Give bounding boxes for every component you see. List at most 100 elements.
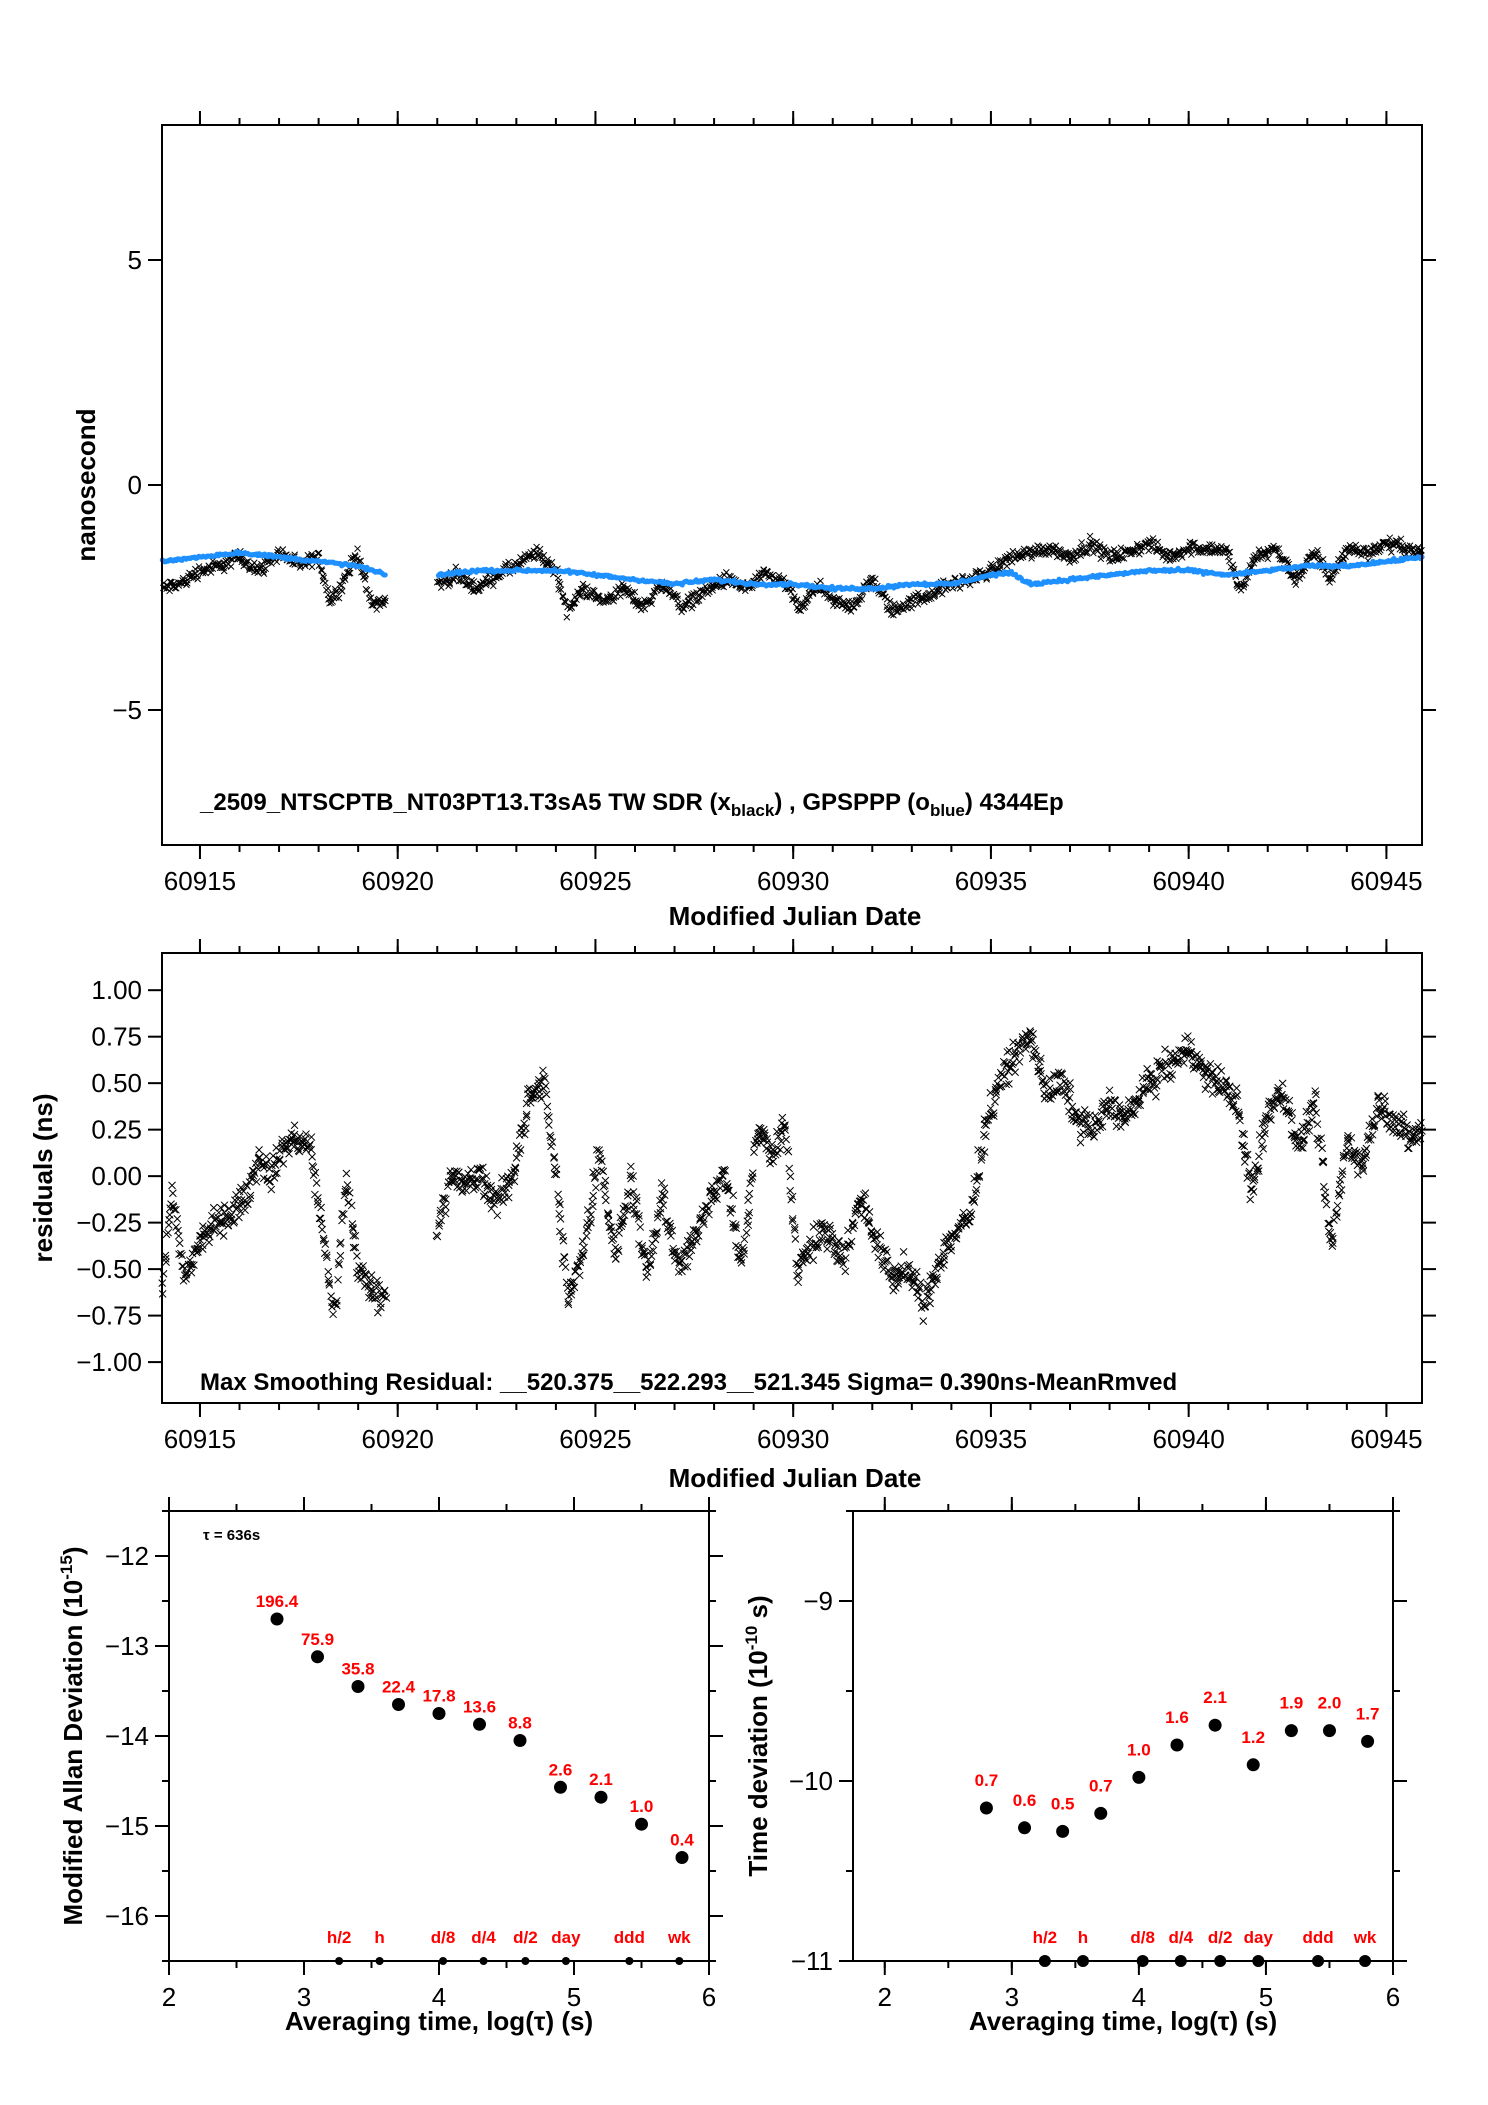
residual-point	[841, 1267, 850, 1276]
deviation-point	[1132, 1770, 1146, 1784]
tw-sdr-point	[365, 595, 373, 602]
residual-point	[891, 1284, 900, 1292]
tw-sdr-point	[279, 546, 287, 553]
tw-sdr-point	[1226, 548, 1234, 556]
residual-point	[1105, 1086, 1114, 1095]
residual-point	[467, 1165, 475, 1174]
residual-point	[729, 1219, 737, 1228]
residual-point	[206, 1232, 214, 1241]
tw-sdr-point	[1229, 561, 1237, 569]
residual-point	[788, 1214, 797, 1223]
residual-point	[1152, 1092, 1160, 1101]
tw-sdr-point	[333, 587, 341, 595]
residual-point	[580, 1243, 588, 1252]
caption-sub-blue: blue	[930, 801, 965, 820]
residual-point	[623, 1202, 631, 1211]
mdev-panel: 196.475.9 35.8 22.4 17.8 13.6 8.8 2.6 2.1 1.0 0.4…	[57, 1497, 723, 2036]
residual-point	[327, 1292, 335, 1300]
tdev-panel: 0.7 0.6 0.5 0.7 1.0 1.6 2.1 1.2 1.9 2.0 1.7 h/2 h d/8…	[742, 1497, 1407, 2036]
residual-point	[174, 1232, 183, 1240]
residual-point	[825, 1221, 834, 1230]
tw-sdr-point	[1240, 580, 1248, 588]
residual-point	[809, 1256, 818, 1265]
interval-marker-label: d/2	[1208, 1928, 1233, 1947]
residual-point	[1287, 1116, 1296, 1125]
x-axis-title: Modified Julian Date	[669, 1463, 922, 1493]
residual-point	[744, 1211, 753, 1220]
residual-point	[847, 1237, 856, 1246]
residual-point	[207, 1211, 216, 1220]
tw-sdr-point	[641, 605, 649, 613]
tw-sdr-point	[788, 596, 796, 604]
residual-point	[273, 1169, 281, 1177]
x-axis-title: Averaging time, log(τ) (s)	[285, 2006, 593, 2036]
residual-point	[634, 1214, 643, 1223]
residual-point	[1325, 1219, 1334, 1228]
tw-sdr-point	[1351, 548, 1359, 556]
residual-point	[638, 1241, 647, 1250]
residual-point	[178, 1251, 186, 1260]
residual-point	[321, 1240, 330, 1248]
tw-sdr-point	[620, 582, 627, 590]
residual-point	[262, 1158, 270, 1167]
residual-point	[1336, 1176, 1345, 1184]
tw-sdr-point	[847, 608, 855, 615]
residual-point	[632, 1193, 641, 1202]
tw-sdr-point	[556, 580, 564, 588]
tw-sdr-point	[505, 558, 512, 566]
residual-point	[642, 1273, 651, 1281]
residual-point	[865, 1219, 874, 1227]
residual-point	[981, 1132, 990, 1141]
tw-sdr-point	[856, 596, 863, 604]
tw-sdr-point	[1114, 556, 1122, 564]
residual-point	[237, 1183, 245, 1192]
x-tick-label: 6	[702, 1982, 716, 2012]
residual-point	[1222, 1076, 1231, 1084]
residual-point	[748, 1169, 757, 1178]
residual-point	[172, 1205, 180, 1214]
residual-point	[349, 1243, 358, 1252]
residual-point	[266, 1177, 274, 1186]
tw-sdr-point	[1039, 543, 1047, 551]
point-value-label: 13.6	[463, 1697, 496, 1716]
residual-point	[336, 1238, 345, 1247]
residual-point	[441, 1209, 450, 1218]
tw-sdr-point	[433, 578, 441, 586]
tw-sdr-point	[1118, 554, 1126, 562]
tau-annotation: τ = 636s	[203, 1527, 260, 1544]
residual-point	[578, 1237, 587, 1246]
residual-point	[542, 1090, 551, 1099]
residual-point	[835, 1237, 843, 1246]
residual-point	[267, 1185, 276, 1194]
residual-point	[814, 1243, 823, 1252]
tw-sdr-point	[268, 560, 275, 567]
residual-point	[458, 1188, 466, 1196]
y-axis-title: residuals (ns)	[28, 1093, 58, 1262]
residual-point	[947, 1246, 956, 1255]
deviation-point	[1170, 1738, 1184, 1752]
tw-sdr-point	[827, 595, 835, 603]
deviation-point	[1018, 1821, 1032, 1835]
residual-point	[366, 1286, 375, 1294]
residual-point	[763, 1134, 771, 1143]
residual-point	[224, 1221, 233, 1230]
y-axis-title: Modified Allan Deviation (10-15)	[57, 1547, 88, 1926]
x-tick-label: 2	[162, 1982, 176, 2012]
residual-point	[861, 1189, 870, 1198]
residual-point	[1255, 1152, 1263, 1161]
tw-sdr-point	[1383, 541, 1391, 549]
tw-sdr-point	[332, 588, 339, 596]
residual-point	[556, 1227, 564, 1236]
residual-point	[642, 1262, 650, 1271]
residual-point	[359, 1262, 367, 1270]
residual-point	[317, 1219, 326, 1228]
residual-point	[871, 1245, 879, 1254]
residual-point	[760, 1129, 769, 1137]
residual-point	[305, 1141, 314, 1150]
residual-point	[290, 1121, 299, 1130]
y-tick-label: 0.75	[91, 1022, 142, 1052]
residual-point	[899, 1248, 908, 1256]
tw-sdr-point	[1130, 548, 1138, 556]
tw-sdr-point	[486, 578, 494, 586]
x-tick-label: 60920	[362, 866, 434, 896]
